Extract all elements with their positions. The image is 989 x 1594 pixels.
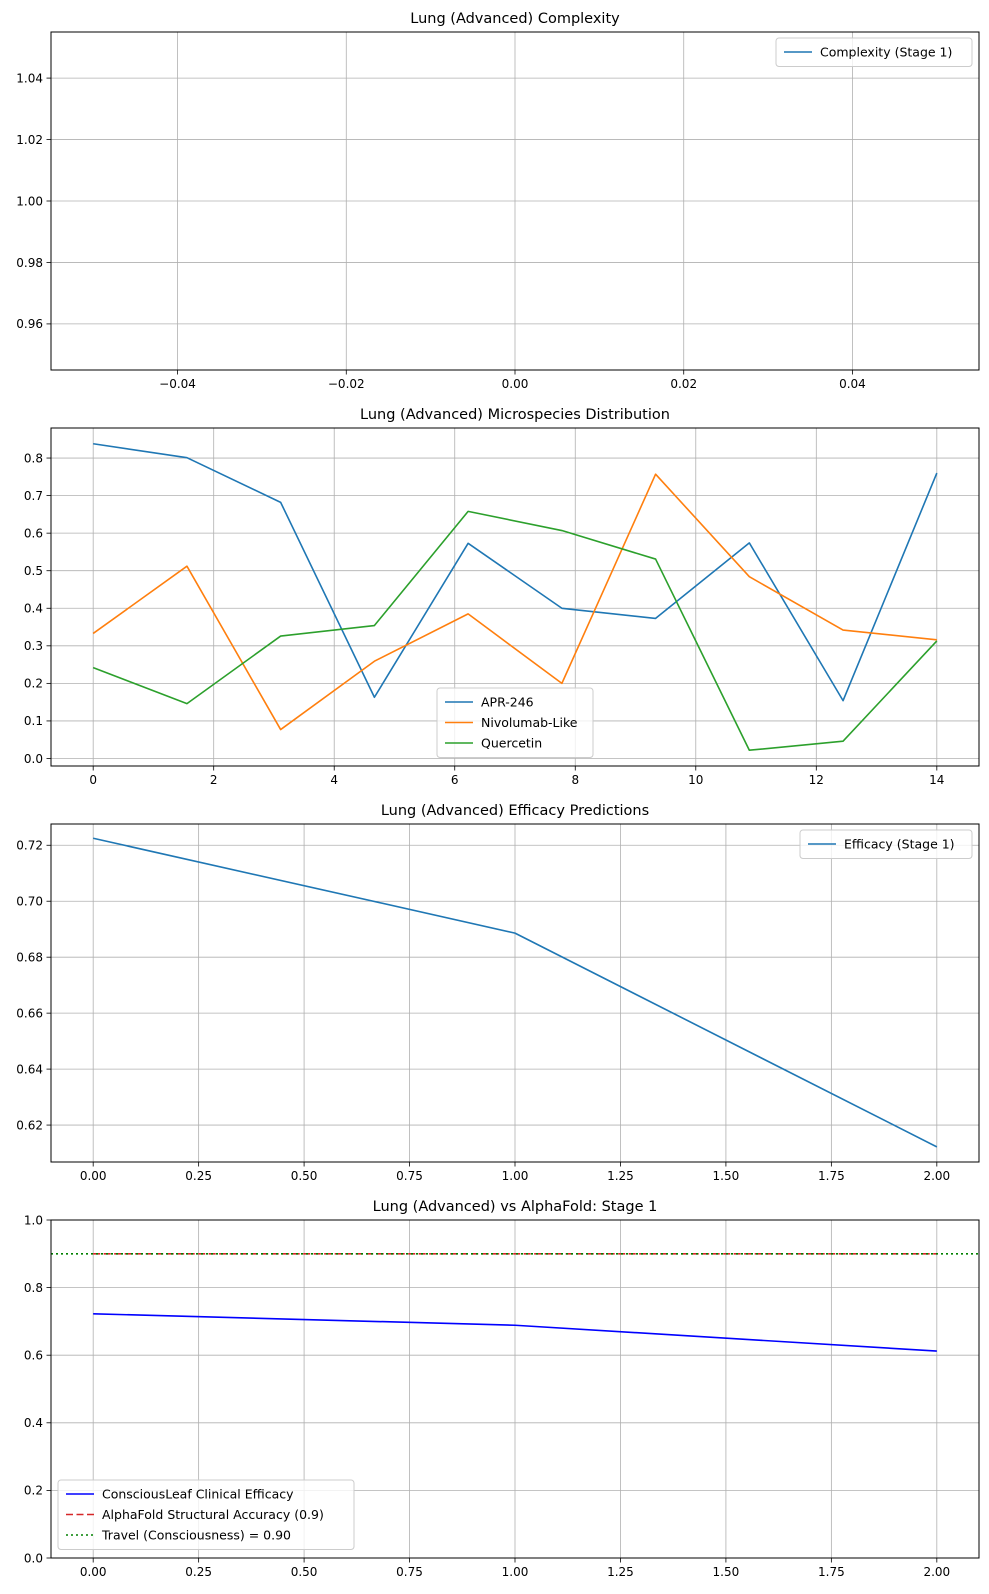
y-tick-label: 0.4 — [24, 1416, 43, 1430]
y-tick-label: 0.6 — [24, 526, 43, 540]
x-tick-label: 0.75 — [396, 1565, 423, 1579]
x-tick-label: 0.75 — [396, 1169, 423, 1183]
y-tick-label: 0.62 — [16, 1118, 43, 1132]
subplot-3: 0.00 0.25 0.50 0.75 1.00 1.25 1.50 1.75 2.00 0.62… — [16, 803, 979, 1183]
x-tick-label: 1.25 — [607, 1565, 634, 1579]
y-tick-label: 0.0 — [24, 752, 43, 766]
x-tick-label: 4 — [330, 773, 338, 787]
x-tick-label: 1.75 — [818, 1169, 845, 1183]
legend-label: Quercetin — [481, 736, 542, 751]
legend-label: Efficacy (Stage 1) — [844, 837, 955, 852]
y-tick-label: 0.70 — [16, 895, 43, 909]
legend: ConsciousLeaf Clinical Efficacy AlphaFold… — [58, 1480, 354, 1550]
subplot-4: 0.00 0.25 0.50 0.75 1.00 1.25 1.50 1.75 2.00 0.0 0… — [24, 1199, 979, 1579]
x-tick-label: −0.04 — [159, 377, 196, 391]
x-tick-label: 0.25 — [185, 1565, 212, 1579]
x-tick-label: 1.50 — [713, 1565, 740, 1579]
legend-label: AlphaFold Structural Accuracy (0.9) — [102, 1507, 324, 1522]
legend: Efficacy (Stage 1) — [800, 830, 972, 859]
x-tick-label: 2.00 — [923, 1169, 950, 1183]
x-tick-label: 2 — [210, 773, 218, 787]
chart-title: Lung (Advanced) Efficacy Predictions — [381, 803, 649, 819]
x-tick-label: 1.50 — [713, 1169, 740, 1183]
subplot-1: −0.04 −0.02 0.00 0.02 0.04 0.96 0.98 1.00 1.02 1.… — [16, 11, 979, 391]
chart-title: Lung (Advanced) Complexity — [410, 11, 620, 27]
y-tick-label: 0.96 — [16, 317, 43, 331]
y-tick-label: 1.0 — [24, 1213, 43, 1227]
x-tick-label: 0.00 — [80, 1565, 107, 1579]
x-tick-label: 0.50 — [291, 1169, 318, 1183]
legend-label: APR-246 — [481, 695, 534, 710]
legend: APR-246 Nivolumab-Like Quercetin — [437, 688, 593, 758]
subplot-2: 0 2 4 6 8 10 12 14 0.0 0.1 0.2 0.3 0.4 0.5 0.6 0.7 0.8 Lu… — [24, 407, 979, 787]
legend-label: Nivolumab-Like — [481, 715, 578, 730]
x-tick-label: 14 — [929, 773, 944, 787]
x-tick-label: 8 — [571, 773, 579, 787]
x-tick-label: 0.04 — [839, 377, 866, 391]
chart-title: Lung (Advanced) vs AlphaFold: Stage 1 — [373, 1199, 658, 1215]
x-tick-label: −0.02 — [328, 377, 365, 391]
y-tick-label: 0.4 — [24, 602, 43, 616]
y-tick-label: 1.00 — [16, 194, 43, 208]
y-tick-label: 0.0 — [24, 1551, 43, 1565]
y-tick-label: 0.66 — [16, 1006, 43, 1020]
x-tick-label: 0.25 — [185, 1169, 212, 1183]
chart-title: Lung (Advanced) Microspecies Distributio… — [360, 407, 670, 423]
y-tick-label: 0.2 — [24, 1484, 43, 1498]
x-tick-label: 1.00 — [502, 1565, 529, 1579]
legend-label: Travel (Consciousness) = 0.90 — [101, 1528, 291, 1543]
y-tick-label: 0.8 — [24, 1281, 43, 1295]
x-tick-label: 2.00 — [923, 1565, 950, 1579]
y-tick-label: 1.04 — [16, 71, 43, 85]
x-tick-label: 1.75 — [818, 1565, 845, 1579]
legend: Complexity (Stage 1) — [776, 38, 972, 67]
x-tick-label: 6 — [451, 773, 459, 787]
x-tick-label: 1.00 — [502, 1169, 529, 1183]
y-tick-label: 0.68 — [16, 950, 43, 964]
y-tick-label: 0.8 — [24, 451, 43, 465]
y-tick-label: 0.98 — [16, 256, 43, 270]
y-tick-label: 0.6 — [24, 1349, 43, 1363]
x-tick-label: 0.00 — [502, 377, 529, 391]
y-tick-label: 0.2 — [24, 677, 43, 691]
legend-label: ConsciousLeaf Clinical Efficacy — [102, 1487, 294, 1502]
x-tick-label: 10 — [688, 773, 703, 787]
x-tick-label: 0 — [89, 773, 97, 787]
y-tick-label: 0.5 — [24, 564, 43, 578]
y-tick-label: 0.64 — [16, 1062, 43, 1076]
y-tick-label: 0.72 — [16, 839, 43, 853]
x-tick-label: 12 — [809, 773, 824, 787]
y-tick-label: 0.1 — [24, 714, 43, 728]
x-tick-label: 0.00 — [80, 1169, 107, 1183]
x-tick-label: 0.02 — [670, 377, 697, 391]
x-tick-label: 0.50 — [291, 1565, 318, 1579]
y-tick-label: 0.3 — [24, 639, 43, 653]
x-tick-label: 1.25 — [607, 1169, 634, 1183]
legend-label: Complexity (Stage 1) — [820, 45, 952, 60]
y-tick-label: 0.7 — [24, 489, 43, 503]
y-tick-label: 1.02 — [16, 133, 43, 147]
